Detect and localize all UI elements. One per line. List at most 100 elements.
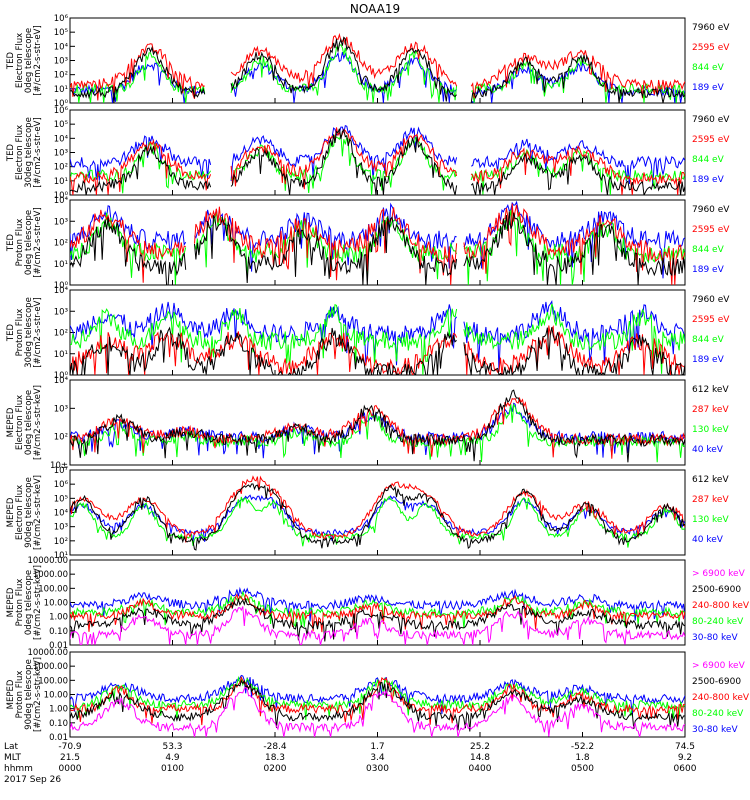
- y-tick-label: 1000.00: [33, 662, 68, 672]
- y-tick-label: 10⁷: [54, 466, 69, 476]
- y-tick-label: 1.00: [49, 613, 68, 623]
- y-tick-label: 10⁴: [54, 376, 69, 386]
- series-line: [70, 389, 685, 463]
- y-tick-label: 10³: [54, 57, 68, 67]
- legend-entry: 80-240 keV: [692, 617, 744, 627]
- y-tick-label: 10²: [54, 329, 68, 339]
- legend-entry: 30-80 keV: [692, 633, 738, 643]
- legend-entry: 189 eV: [692, 175, 725, 185]
- series-line: [70, 402, 685, 459]
- x-tick-label-mlt: 4.9: [165, 753, 180, 763]
- y-tick-label: 0.10: [49, 719, 68, 729]
- legend-entry: 2500-6900: [692, 585, 741, 595]
- y-axis-label: [#/cm2-s-str-keV]: [33, 657, 43, 732]
- y-axis-label: TED: [6, 143, 16, 162]
- legend-entry: 7960 eV: [692, 115, 730, 125]
- x-tick-label-mlt: 3.4: [370, 753, 385, 763]
- y-axis-label: 0deg telescope: [24, 210, 34, 275]
- x-tick-label-time: 0100: [161, 764, 184, 774]
- series-line: [70, 127, 685, 195]
- y-axis-label: [#/cm2-s-str-keV]: [33, 565, 43, 640]
- legend-entry: 2595 eV: [692, 315, 730, 325]
- legend-entry: 2500-6900: [692, 677, 741, 687]
- panel-1: 10⁰ 10¹ 10² 10³ 10⁴ 10⁵ 10⁶ TED Electron Flux 0de…: [6, 14, 730, 109]
- x-tick-label-time: 0000: [59, 764, 82, 774]
- panel-4: 10⁰ 10¹ 10² 10³ 10⁴ TED Proton Flux 30deg teles…: [6, 286, 730, 381]
- series-line: [70, 597, 685, 642]
- x-tick-label-mlt: 21.5: [60, 753, 80, 763]
- panel-6: 10¹ 10² 10³ 10⁴ 10⁵ 10⁶ 10⁷ MEPED Electron Flux 9…: [6, 466, 729, 561]
- legend-entry: 7960 eV: [692, 205, 730, 215]
- legend-entry: 844 eV: [692, 63, 725, 73]
- series-line: [70, 675, 685, 721]
- x-tick-label-lat: 53.3: [162, 742, 182, 752]
- y-tick-label: 10⁵: [54, 120, 68, 130]
- legend-entry: 2595 eV: [692, 135, 730, 145]
- y-tick-label: 10³: [54, 404, 68, 414]
- series-line: [70, 593, 685, 633]
- x-tick-label-lat: 74.5: [675, 742, 695, 752]
- y-axis-label: 90deg telescope: [24, 659, 34, 730]
- y-axis-label: [#/cm2-s-str-keV]: [33, 475, 43, 550]
- series-line: [70, 200, 685, 279]
- y-tick-label: 10¹: [54, 85, 68, 95]
- legend-entry: 130 keV: [692, 515, 729, 525]
- y-axis-label: 90deg telescope: [24, 477, 34, 548]
- y-tick-label: 10²: [54, 239, 68, 249]
- series-line: [70, 686, 685, 737]
- y-tick-label: 10±: [50, 461, 68, 471]
- legend-entry: 287 keV: [692, 495, 729, 505]
- x-tick-label-lat: 1.7: [370, 742, 384, 752]
- series-line: [70, 203, 685, 285]
- y-axis-label: Proton Flux: [15, 671, 25, 719]
- series-line: [70, 326, 685, 375]
- y-tick-label: 10⁶: [54, 480, 69, 490]
- x-tick-label-time: 0500: [571, 764, 594, 774]
- x-tick-label-lat: -70.9: [58, 742, 82, 752]
- x-axis-row-label: 2017 Sep 26: [4, 775, 61, 785]
- y-tick-label: 10⁴: [54, 196, 69, 206]
- y-axis-label: 0deg telescope: [24, 390, 34, 455]
- x-tick-label-lat: 25.2: [470, 742, 490, 752]
- y-tick-label: 10²: [54, 537, 68, 547]
- y-tick-label: 10⁰: [54, 371, 69, 381]
- legend-entry: 189 eV: [692, 355, 725, 365]
- y-tick-label: 10¹: [54, 350, 68, 360]
- y-tick-label: 10⁶: [54, 106, 69, 116]
- legend-entry: > 6900 keV: [692, 569, 746, 579]
- y-axis-label: Electron Flux: [15, 125, 25, 180]
- x-tick-label-mlt: 14.8: [470, 753, 490, 763]
- legend-entry: 612 keV: [692, 475, 729, 485]
- y-tick-label: 10.00: [44, 691, 68, 701]
- legend-entry: 189 eV: [692, 83, 725, 93]
- y-tick-label: 0.10: [49, 627, 68, 637]
- panel-2: 10⁰ 10¹ 10² 10³ 10⁴ 10⁵ 10⁶ TED Electron Flux 30d…: [6, 106, 730, 201]
- y-tick-label: 10⁴: [54, 134, 69, 144]
- panel-8: 0.01 0.10 1.00 10.00 100.00 1000.00 10000.00 ME…: [6, 648, 750, 743]
- legend-entry: 612 keV: [692, 385, 729, 395]
- x-tick-label-time: 0300: [366, 764, 389, 774]
- y-axis-label: [#/cm2-s-str-eV]: [33, 117, 43, 187]
- y-tick-label: 10³: [54, 149, 68, 159]
- series-line: [70, 403, 685, 463]
- y-axis-label: TED: [6, 233, 16, 252]
- y-axis-label: [#/cm2-s-str-eV]: [33, 207, 43, 277]
- legend-entry: 844 eV: [692, 245, 725, 255]
- legend-entry: 287 keV: [692, 405, 729, 415]
- legend-entry: 130 keV: [692, 425, 729, 435]
- legend-entry: 7960 eV: [692, 295, 730, 305]
- x-tick-label-time: 0400: [469, 764, 492, 774]
- y-tick-label: 10⁵: [54, 494, 68, 504]
- series-line: [70, 679, 685, 732]
- legend-entry: 7960 eV: [692, 23, 730, 33]
- series-line: [70, 494, 685, 542]
- y-tick-label: 0.01: [49, 733, 68, 743]
- legend-entry: 844 eV: [692, 155, 725, 165]
- x-tick-label-mlt: 18.3: [265, 753, 285, 763]
- y-axis-label: Proton Flux: [15, 579, 25, 627]
- y-axis-label: [#/cm2-s-str-eV]: [33, 25, 43, 95]
- series-line: [70, 674, 685, 716]
- y-axis-label: [#/cm2-s-str-eV]: [33, 297, 43, 367]
- y-tick-label: 10⁴: [54, 42, 69, 52]
